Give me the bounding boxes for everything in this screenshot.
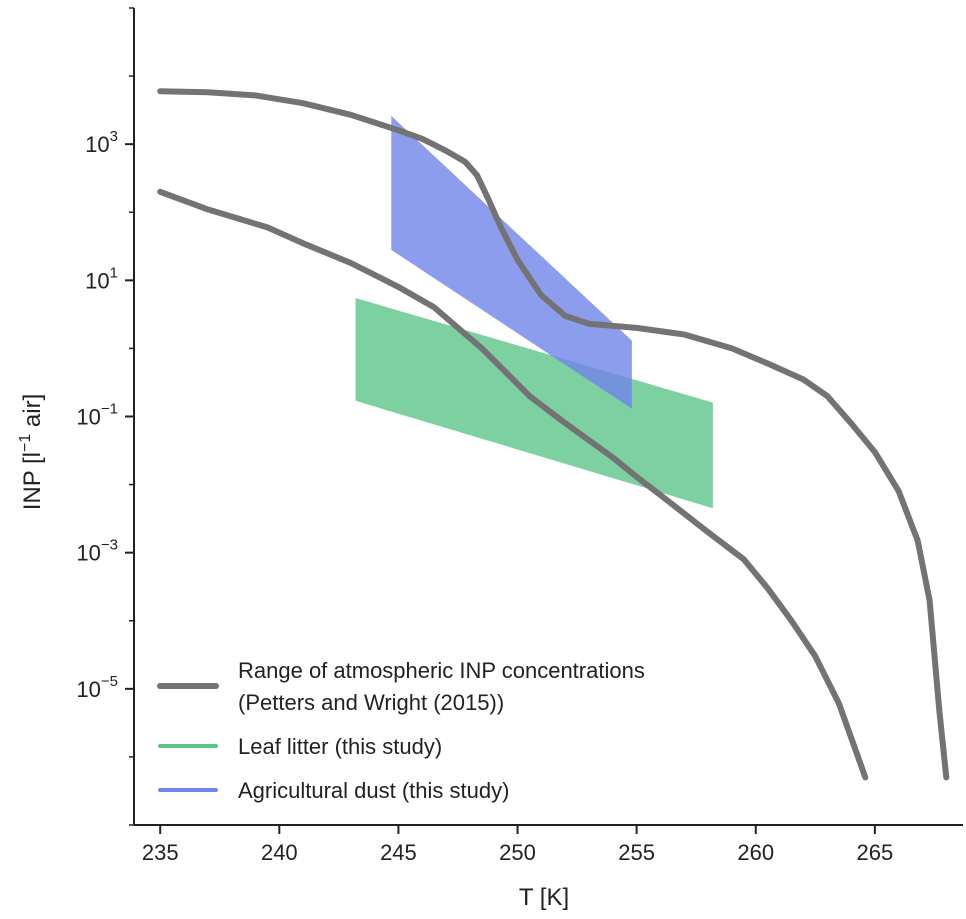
band-agricultural-dust <box>391 115 632 409</box>
x-tick-label: 260 <box>737 840 774 865</box>
x-tick-label: 265 <box>856 840 893 865</box>
x-tick-label: 255 <box>618 840 655 865</box>
legend-label-leaf: Leaf litter (this study) <box>238 734 442 759</box>
x-axis-label: T [K] <box>519 884 569 911</box>
legend-label-petters: Range of atmospheric INP concentrations <box>238 658 645 683</box>
x-tick-label: 245 <box>380 840 417 865</box>
x-tick-label: 235 <box>142 840 179 865</box>
bands-layer <box>355 115 713 509</box>
y-tick-label: 10−1 <box>76 401 118 430</box>
y-tick-label: 10−3 <box>76 537 118 566</box>
line-lower-bound <box>157 188 869 781</box>
x-tick-label: 240 <box>261 840 298 865</box>
y-tick-label: 103 <box>85 128 118 157</box>
y-axis-label: INP [l−1 air] <box>17 394 46 511</box>
y-tick-label: 101 <box>85 264 118 293</box>
y-tick-label: 10−5 <box>76 673 118 702</box>
axes-layer: 235 240 245 250 255 260 265 10−5 10−3 10−1 101 103 <box>76 7 963 865</box>
x-tick-label: 250 <box>499 840 536 865</box>
legend-label-dust: Agricultural dust (this study) <box>238 778 509 803</box>
lines-layer <box>157 88 950 781</box>
line-upper-bound <box>157 88 950 781</box>
legend-label-petters: (Petters and Wright (2015)) <box>238 690 504 715</box>
legend: Range of atmospheric INP concentrations (… <box>157 658 645 803</box>
